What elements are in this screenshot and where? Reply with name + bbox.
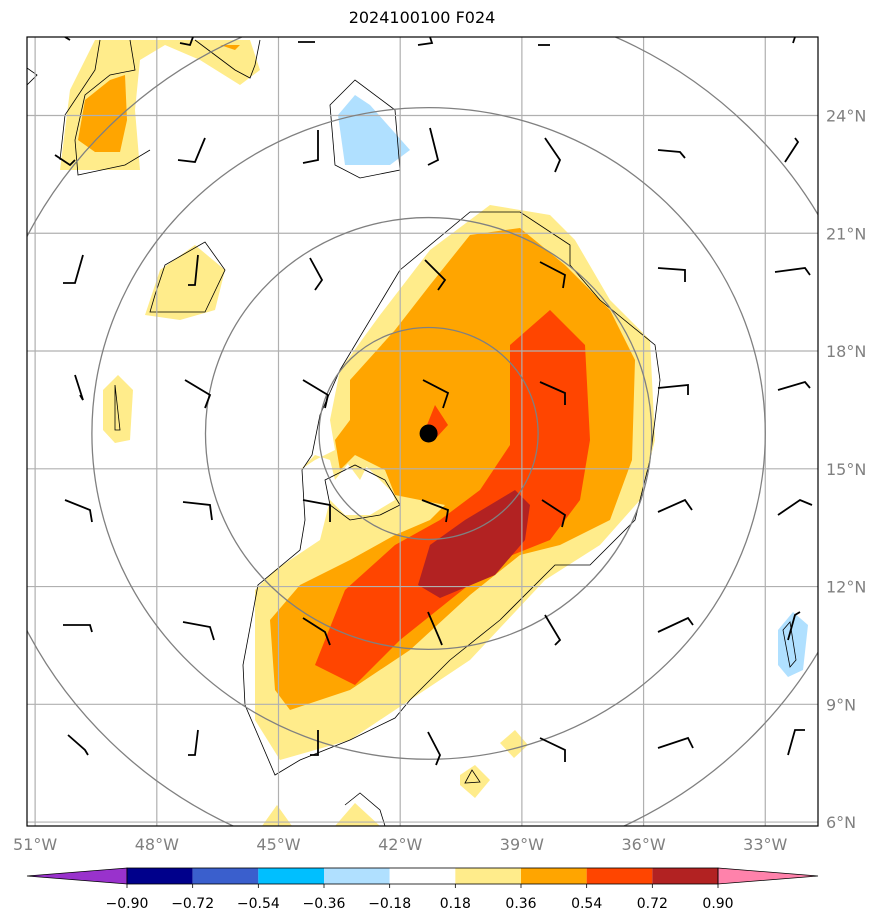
lat-tick-label: 15°N (826, 460, 866, 479)
colorbar-segment (258, 868, 324, 884)
lat-tick-label: 24°N (826, 107, 866, 126)
lon-tick-label: 36°W (621, 835, 665, 854)
lon-tick-label: 45°W (256, 835, 300, 854)
lat-tick-label: 12°N (826, 578, 866, 597)
range-rings (27, 37, 818, 826)
colorbar-segment (127, 868, 193, 884)
colorbar-segment (652, 868, 718, 884)
map-plot: 51°W 48°W 45°W 42°W 39°W 36°W 33°W 24°N 21°N 18°… (13, 36, 866, 854)
lon-tick-label: 39°W (500, 835, 544, 854)
colorbar-level-label: −0.72 (171, 896, 214, 912)
range-ring (91, 107, 766, 760)
plot-frame (26, 36, 819, 827)
colorbar-segment (389, 868, 456, 884)
lat-tick-labels: 24°N 21°N 18°N 15°N 12°N 9°N 6°N (826, 107, 866, 833)
lat-tick-label: 21°N (826, 224, 866, 243)
colorbar-level-label: 0.54 (571, 896, 602, 912)
colorbar-level-label: 0.18 (440, 896, 471, 912)
lat-tick-label: 6°N (826, 813, 856, 832)
lon-tick-label: 48°W (135, 835, 179, 854)
range-ring (318, 326, 539, 541)
colorbar-extend-high (717, 867, 819, 885)
colorbar-level-label: 0.72 (637, 896, 668, 912)
contour-fill-neg-0.18 (338, 95, 808, 677)
colorbar-segment (455, 868, 521, 884)
wind-barbs (54, 37, 813, 766)
colorbar-level-label: 0.36 (505, 896, 536, 912)
colorbar-level-label: −0.18 (368, 896, 411, 912)
colorbar-level-label: −0.36 (303, 896, 346, 912)
colorbar-level-label: −0.90 (106, 896, 149, 912)
lon-tick-labels: 51°W 48°W 45°W 42°W 39°W 36°W 33°W (13, 835, 788, 854)
chart-title: 2024100100 F024 (348, 8, 496, 27)
colorbar-segment (586, 868, 653, 884)
range-ring (204, 216, 653, 651)
contour-fill-0.72 (418, 490, 530, 598)
colorbar-segment (192, 868, 259, 884)
lat-lon-grid (27, 37, 818, 826)
colorbar-level-label: 0.90 (702, 896, 733, 912)
colorbar-extend-low (26, 867, 128, 885)
storm-center-marker (419, 424, 438, 443)
lon-tick-label: 51°W (13, 835, 57, 854)
lat-tick-label: 9°N (826, 695, 856, 714)
lat-tick-label: 18°N (826, 342, 866, 361)
lon-tick-label: 33°W (743, 835, 787, 854)
colorbar-segment (521, 868, 587, 884)
lon-tick-label: 42°W (378, 835, 422, 854)
colorbar-segment (324, 868, 390, 884)
colorbar-level-label: −0.54 (237, 896, 280, 912)
